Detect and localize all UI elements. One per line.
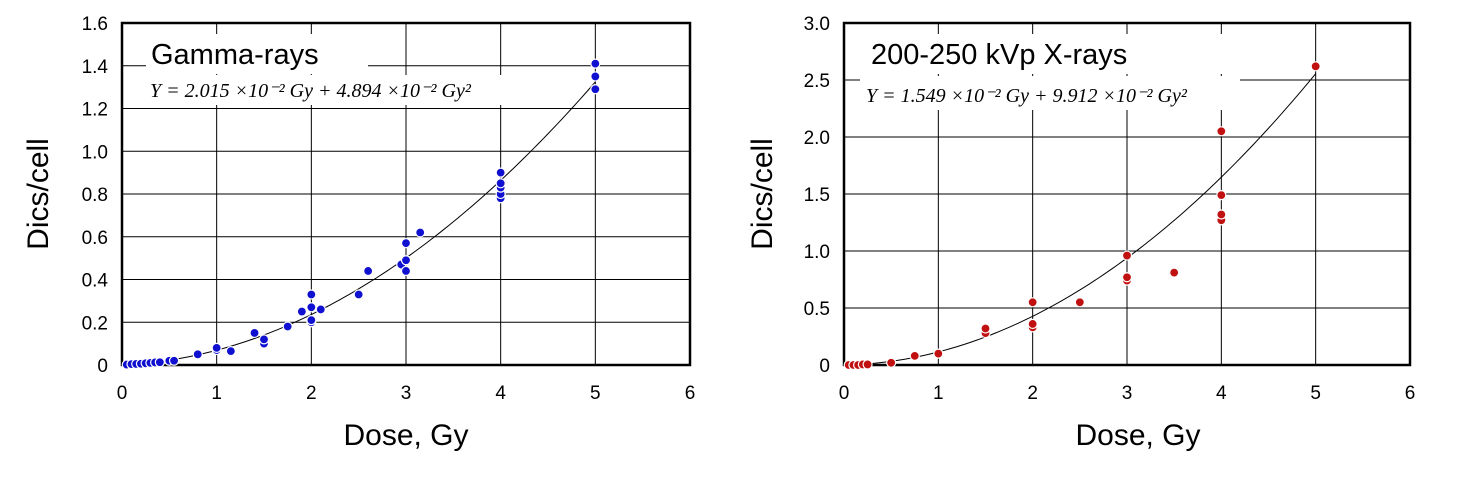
x-tick-label: 0 [117,383,128,404]
x-axis-title: Dose, Gy [343,419,468,452]
y-tick-label: 0.8 [82,185,108,206]
title-box [864,34,1224,74]
y-tick-label: 0.5 [804,299,830,320]
plot-frame [842,21,1412,367]
data-point [1027,297,1038,308]
data-point [306,302,317,313]
panel-title: Gamma-rays [151,39,319,71]
y-tick-label: 1.5 [804,185,830,206]
fit-curve [843,73,1317,366]
y-axis-title: Dics/cell [746,138,779,250]
data-point [363,265,374,277]
x-tick-label: 5 [1310,383,1321,404]
data-point [192,349,203,360]
x-tick-label: 6 [1405,383,1416,404]
data-point [315,304,326,315]
x-tick-label: 4 [1216,383,1227,404]
xrays-panel: 0 1 2 3 4 5 6 0 0.5 1.0 1.5 2.0 2.5 3.0 200-250 kVp … [746,14,1415,452]
y-tick-label: 0.4 [82,271,109,292]
data-point [306,315,317,326]
fit-equation: Y = 1.549 ×10⁻² Gy + 9.912 ×10⁻² Gy² [866,85,1188,107]
x-tick-label: 0 [839,383,850,404]
title-box [146,34,368,74]
data-point [296,306,307,317]
x-axis-title: Dose, Gy [1075,419,1200,452]
data-point [400,255,412,266]
x-tick-label: 2 [306,383,317,404]
data-point [1074,297,1085,308]
data-point [1027,318,1038,330]
y-tick-label: 3.0 [804,14,830,35]
y-tick-label: 2.5 [804,71,830,92]
panel-title: 200-250 kVp X-rays [871,39,1127,71]
x-tick-label: 3 [1122,383,1133,404]
data-point [1169,267,1180,278]
data-point [211,342,222,353]
data-point [590,71,601,82]
y-tick-label: 0 [97,356,108,377]
equation-box [144,75,524,105]
data-point [495,167,506,178]
y-tick-label: 1.0 [82,142,108,163]
x-tick-label: 3 [401,383,412,404]
x-tick-label: 6 [685,383,696,404]
data-point [306,289,317,300]
data-point [933,348,944,359]
y-tick-label: 0.2 [82,313,108,334]
data-point [1121,272,1133,283]
data-point [1310,61,1321,72]
data-point [1121,250,1133,261]
data-point [590,84,601,95]
gamma-rays-panel: 0 1 2 3 4 5 6 0 0.2 0.4 0.6 0.8 1.0 1.2 1.4 1.6 Gamma-… [22,14,695,452]
x-tick-label: 1 [211,383,222,404]
y-tick-label: 1.4 [82,57,109,78]
plot-frame [120,21,692,367]
data-point [590,58,601,69]
x-tick-label: 4 [495,383,506,404]
y-tick-label: 0 [819,356,830,377]
data-point [282,321,293,332]
data-point [400,238,412,249]
data-point [886,357,897,368]
fit-equation: Y = 2.015 ×10⁻² Gy + 4.894 ×10⁻² Gy² [150,80,472,102]
data-point [862,359,873,370]
y-tick-label: 1.0 [804,242,830,263]
data-point [168,355,180,366]
data-point [353,289,364,300]
data-point [258,334,270,345]
y-tick-label: 1.6 [82,14,108,35]
equation-box [860,76,1240,110]
data-point [225,346,236,357]
data-point [909,350,920,361]
data-point [1216,126,1227,137]
y-axis-title: Dics/cell [22,138,55,250]
x-tick-label: 2 [1027,383,1038,404]
y-tick-label: 1.2 [82,100,108,121]
data-point [495,178,506,189]
data-point [1216,190,1227,201]
y-tick-label: 2.0 [804,128,830,149]
data-point [1216,209,1227,220]
data-point [980,323,991,334]
x-tick-label: 1 [933,383,944,404]
data-point [400,265,412,277]
y-tick-label: 0.6 [82,228,108,249]
x-tick-label: 5 [590,383,601,404]
data-point [415,227,426,238]
data-point [249,327,260,339]
data-point [154,357,165,368]
